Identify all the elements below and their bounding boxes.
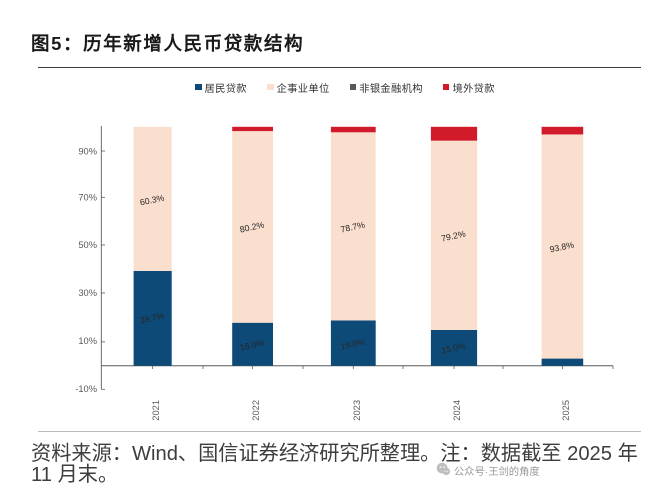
- svg-text:90%: 90%: [78, 147, 97, 157]
- svg-text:30%: 30%: [78, 288, 97, 298]
- svg-text:2021: 2021: [151, 400, 161, 421]
- svg-text:-10%: -10%: [75, 384, 97, 394]
- svg-text:2023: 2023: [352, 400, 362, 421]
- svg-text:2024: 2024: [452, 400, 462, 421]
- svg-text:70%: 70%: [78, 193, 97, 203]
- svg-text:10%: 10%: [78, 336, 97, 346]
- svg-text:2025: 2025: [561, 400, 571, 421]
- svg-text:50%: 50%: [78, 240, 97, 250]
- svg-text:2022: 2022: [251, 400, 261, 421]
